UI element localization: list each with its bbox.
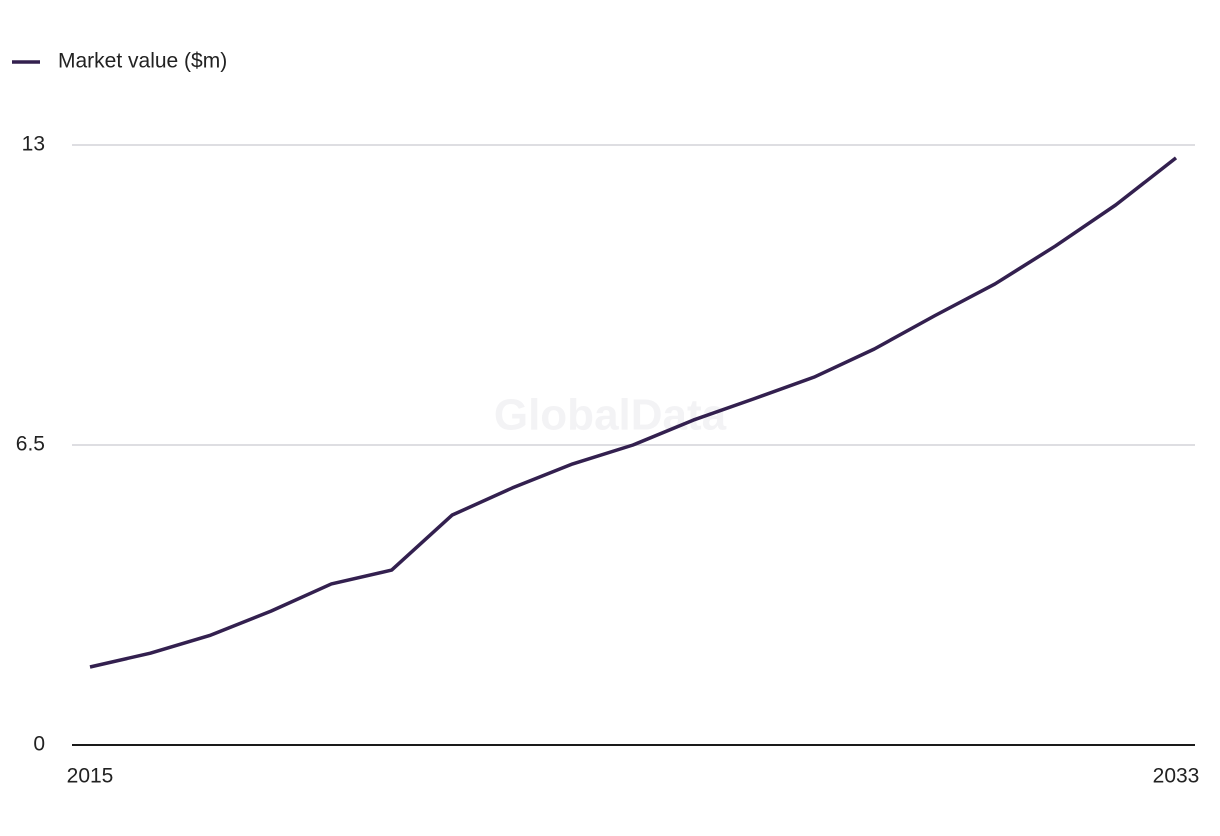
y-tick-label: 13: [22, 133, 45, 156]
y-tick-label: 0: [33, 733, 45, 756]
watermark: GlobalData: [494, 391, 727, 440]
y-tick-label: 6.5: [16, 433, 45, 456]
line: [89, 156, 1178, 669]
x-tick-label: 2015: [67, 765, 114, 788]
x-tick-label: 2033: [1153, 765, 1200, 788]
legend-label: Market value ($m): [58, 50, 227, 73]
